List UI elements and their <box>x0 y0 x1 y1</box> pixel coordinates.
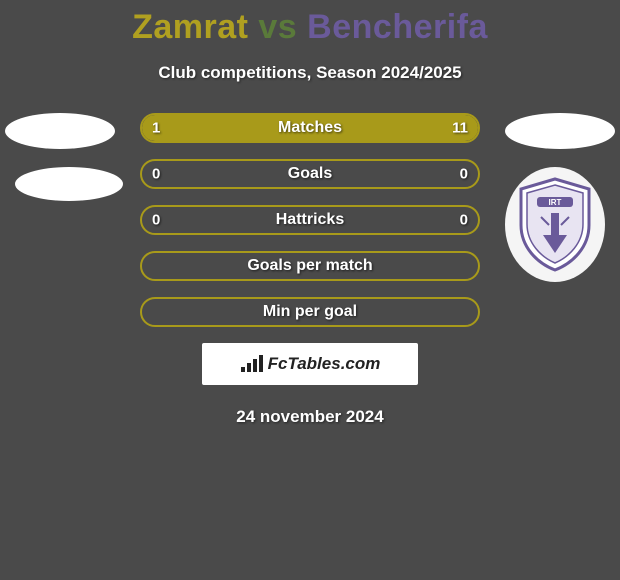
stat-row: Goals per match <box>140 251 480 281</box>
comparison-content: IRT 111Matches00Goals00HattricksGoals pe… <box>0 113 620 427</box>
shield-icon: IRT <box>515 177 595 272</box>
title-vs: vs <box>248 8 307 46</box>
snapshot-date: 24 november 2024 <box>0 407 620 427</box>
stat-rows: 111Matches00Goals00HattricksGoals per ma… <box>140 113 480 327</box>
title-left: Zamrat <box>132 8 248 46</box>
brand-label: FcTables.com <box>240 354 381 374</box>
stat-label: Min per goal <box>263 303 357 321</box>
bars-icon <box>240 355 264 373</box>
title-right: Bencherifa <box>307 8 488 46</box>
player-right-photo-placeholder <box>505 113 615 149</box>
comparison-title: Zamrat vs Bencherifa <box>0 0 620 47</box>
stat-label: Matches <box>278 119 342 137</box>
subtitle: Club competitions, Season 2024/2025 <box>0 63 620 83</box>
svg-text:IRT: IRT <box>549 198 562 207</box>
stat-value-left: 0 <box>152 166 160 183</box>
stat-value-right: 0 <box>460 166 468 183</box>
stat-label: Hattricks <box>276 211 344 229</box>
stat-row: 0 0 Hattricks <box>140 205 480 235</box>
player-left-photo-placeholder <box>5 113 115 149</box>
stat-value-left: 1 <box>152 120 160 137</box>
stat-value-right: 11 <box>452 120 468 137</box>
club-left-badge-placeholder <box>15 167 123 201</box>
club-right-badge: IRT <box>505 167 605 282</box>
stat-value-left: 0 <box>152 212 160 229</box>
brand-text: FcTables.com <box>268 354 381 374</box>
stat-value-right: 0 <box>460 212 468 229</box>
stat-label: Goals per match <box>247 257 372 275</box>
stat-row: Min per goal <box>140 297 480 327</box>
brand-box[interactable]: FcTables.com <box>202 343 418 385</box>
stat-row: 111Matches <box>140 113 480 143</box>
stat-row: 0 0 Goals <box>140 159 480 189</box>
stat-label: Goals <box>288 165 332 183</box>
